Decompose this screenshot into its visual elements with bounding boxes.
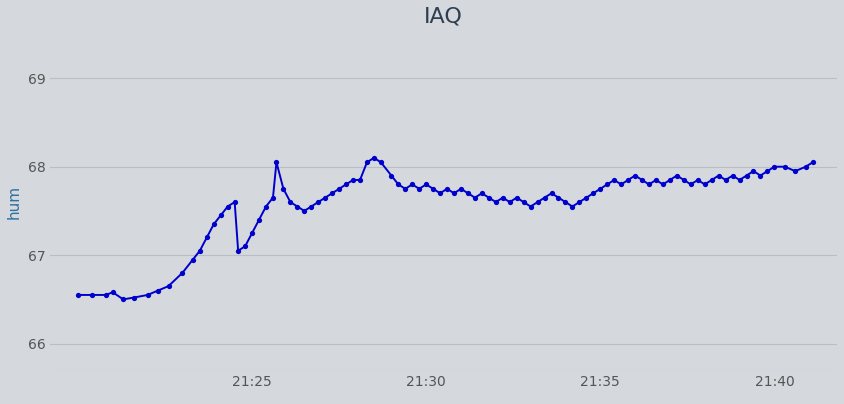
Y-axis label: hum: hum: [7, 185, 22, 219]
Title: IAQ: IAQ: [425, 7, 463, 27]
